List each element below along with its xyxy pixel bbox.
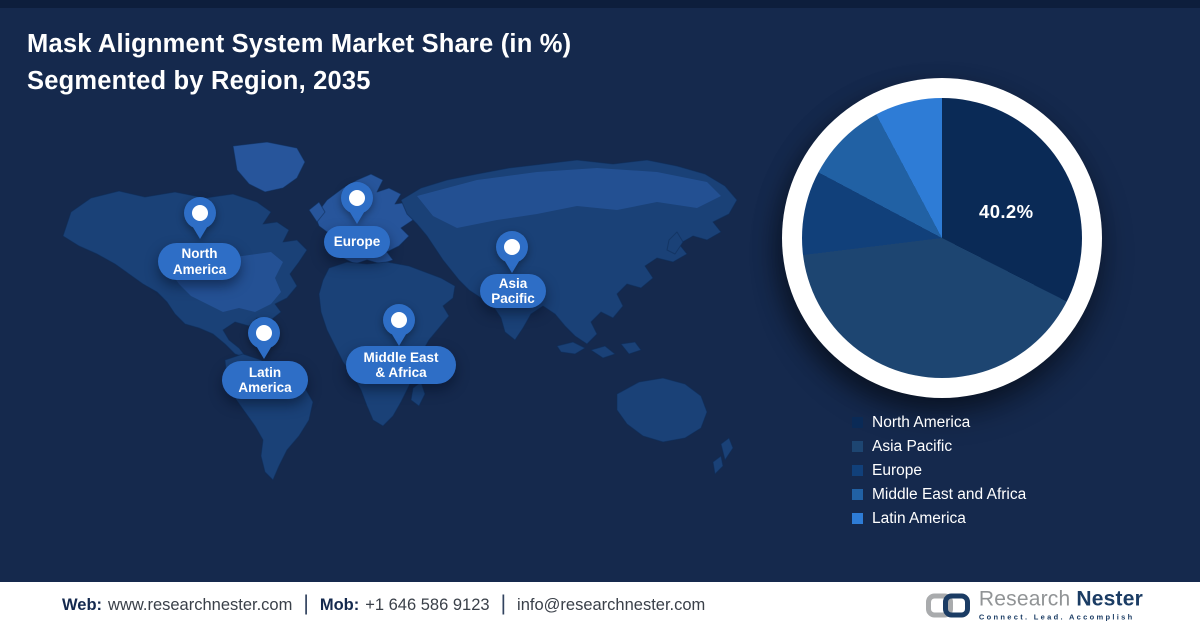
legend-swatch	[852, 441, 863, 452]
website-url: www.researchnester.com	[108, 595, 293, 614]
islands-indonesia	[556, 341, 642, 359]
top-accent-strip	[0, 0, 1200, 8]
pin-head	[184, 197, 216, 229]
legend-swatch	[852, 513, 863, 524]
legend-label: Latin America	[872, 510, 966, 527]
map-label-asia-pacific: Asia Pacific	[480, 274, 546, 308]
legend-item-middle-east-africa: Middle East and Africa	[852, 485, 1026, 504]
location-pin-icon-middle-east-africa	[383, 304, 415, 348]
email-address: info@researchnester.com	[517, 595, 706, 614]
phone-number: +1 646 586 9123	[365, 595, 490, 614]
pin-head	[341, 182, 373, 214]
map-label-middle-east-africa: Middle East & Africa	[346, 346, 456, 384]
page-title: Mask Alignment System Market Share (in %…	[27, 26, 571, 100]
region-highlight-asia	[417, 168, 721, 228]
brand-part-research: Research	[978, 587, 1071, 611]
island-madagascar	[410, 381, 426, 407]
legend-swatch	[852, 417, 863, 428]
research-nester-logo: Research Nester Connect. Lead. Accomplis…	[925, 589, 1143, 622]
legend-swatch	[852, 465, 863, 476]
pin-head	[248, 317, 280, 349]
legend-item-north-america: North America	[852, 413, 1026, 432]
legend-label: North America	[872, 414, 971, 431]
brand-part-nester: Nester	[1076, 587, 1143, 611]
pie-chart-ring: 40.2%	[782, 78, 1102, 398]
chain-link-icon	[925, 593, 970, 617]
legend-label: Middle East and Africa	[872, 486, 1027, 503]
pie-chart	[802, 98, 1082, 378]
island-japan	[666, 231, 684, 255]
logo-text: Research Nester Connect. Lead. Accomplis…	[979, 589, 1143, 622]
footer-bar: Web: www.researchnester.com | Mob: +1 64…	[0, 582, 1200, 628]
logo-tagline: Connect. Lead. Accomplish	[978, 612, 1135, 622]
separator: |	[303, 592, 309, 615]
pin-head	[496, 231, 528, 263]
web-label: Web:	[62, 595, 103, 614]
title-line-2: Segmented by Region, 2035	[27, 67, 371, 95]
legend-item-europe: Europe	[852, 461, 1026, 480]
chart-legend: North America Asia Pacific Europe Middle…	[852, 413, 1026, 533]
pin-tail	[348, 209, 366, 224]
pin-tail	[390, 331, 408, 346]
pin-tail	[255, 344, 273, 359]
location-pin-icon-europe	[341, 182, 373, 226]
legend-item-asia-pacific: Asia Pacific	[852, 437, 1026, 456]
legend-label: Europe	[872, 462, 922, 479]
title-line-1: Mask Alignment System Market Share (in %…	[27, 30, 572, 58]
legend-swatch	[852, 489, 863, 500]
legend-item-latin-america: Latin America	[852, 509, 1026, 528]
mob-label: Mob:	[319, 595, 360, 614]
separator: |	[500, 592, 507, 615]
legend-label: Asia Pacific	[872, 438, 953, 455]
map-label-europe: Europe	[324, 226, 390, 258]
island-british-isles	[308, 201, 326, 223]
pin-tail	[503, 258, 521, 273]
footer-contact-info: Web: www.researchnester.com | Mob: +1 64…	[62, 592, 706, 617]
map-label-latin-america: Latin America	[222, 361, 308, 399]
location-pin-icon-north-america	[184, 197, 216, 241]
location-pin-icon-latin-america	[248, 317, 280, 361]
world-map	[62, 141, 738, 481]
pin-head	[383, 304, 415, 336]
pin-tail	[191, 224, 209, 239]
location-pin-icon-asia-pacific	[496, 231, 528, 275]
pie-data-label: 40.2%	[979, 201, 1034, 222]
island-greenland	[232, 141, 306, 193]
islands-new-zealand	[712, 437, 734, 475]
map-label-north-america: North America	[158, 243, 241, 280]
logo-brand-name: Research Nester	[979, 589, 1143, 610]
continent-australia	[616, 377, 708, 443]
